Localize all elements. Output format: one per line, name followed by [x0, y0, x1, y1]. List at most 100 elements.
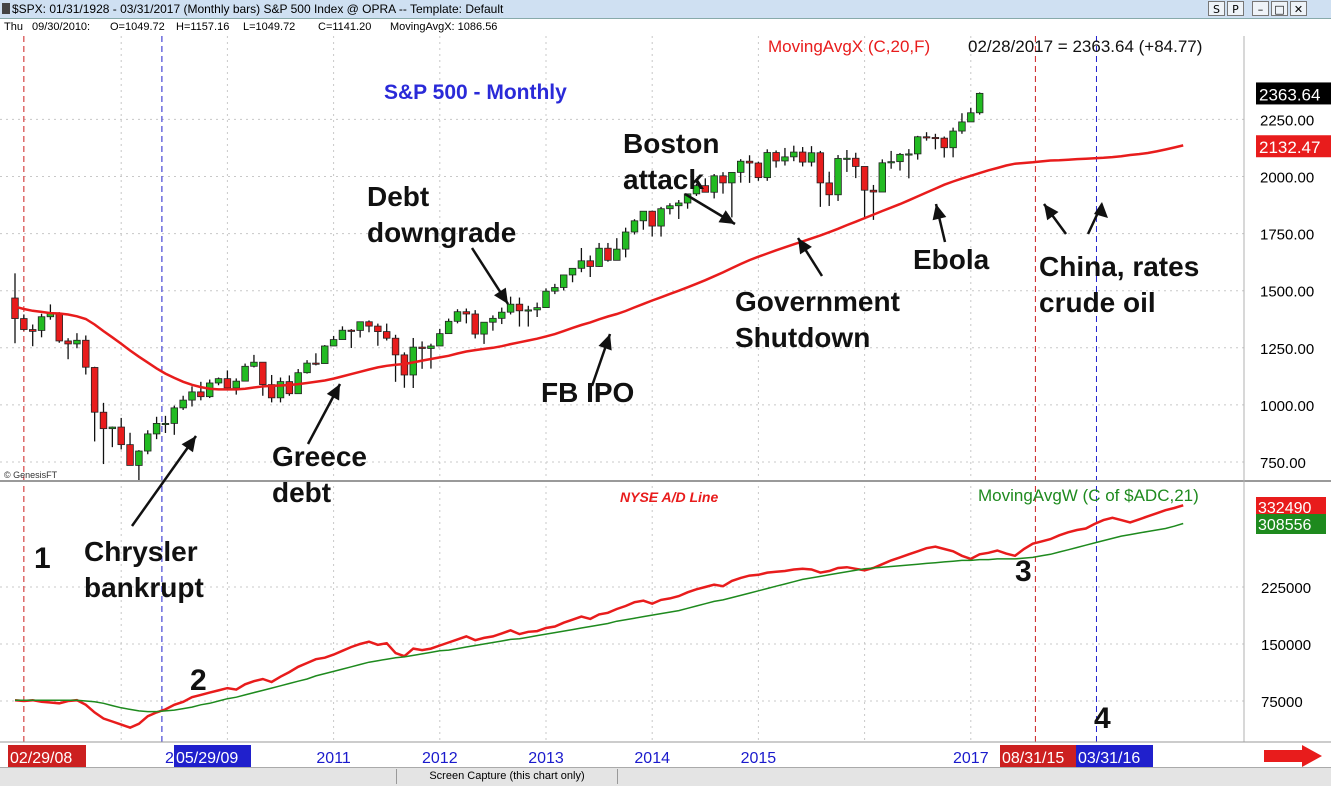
chart-title: S&P 500 - Monthly — [384, 81, 567, 104]
ad-tick-label: 150000 — [1261, 637, 1311, 654]
app-icon — [2, 3, 10, 14]
candle-body — [878, 162, 886, 193]
candle-body — [374, 325, 382, 332]
candle — [825, 171, 833, 206]
annotation-text: attack — [623, 164, 704, 195]
annotation: Greece debt — [272, 383, 367, 508]
candle-body — [940, 137, 948, 149]
annotation: Chrysler bankrupt — [84, 435, 204, 603]
candle — [329, 335, 338, 347]
readout-open: O=1049.72 — [110, 21, 165, 33]
candle-body — [214, 378, 223, 384]
candle — [498, 307, 506, 325]
candle — [551, 283, 559, 295]
candle — [737, 159, 745, 183]
candle — [179, 395, 187, 410]
candle — [250, 354, 258, 368]
candle-body — [427, 345, 435, 349]
candle — [462, 308, 471, 324]
candle — [657, 206, 665, 237]
candle — [781, 147, 789, 166]
minimize-button[interactable]: – — [1252, 1, 1269, 16]
annotation-text: FB IPO — [541, 377, 634, 408]
readout-day: Thu — [4, 21, 23, 33]
candle — [524, 305, 532, 327]
candle — [719, 172, 727, 194]
readout-high: H=1157.16 — [176, 21, 230, 33]
candle — [197, 381, 205, 401]
candle — [754, 161, 763, 181]
candle — [790, 145, 798, 162]
candle — [152, 416, 161, 440]
candle — [64, 338, 72, 360]
screen-capture-label[interactable]: Screen Capture (this chart only) — [396, 769, 618, 784]
candle-body — [303, 362, 311, 374]
candle-body — [321, 345, 329, 364]
price-tick-label: 2000.00 — [1260, 170, 1314, 187]
candle — [816, 150, 825, 207]
candle — [28, 324, 37, 347]
candle — [276, 377, 285, 403]
close-button[interactable]: ✕ — [1290, 1, 1307, 16]
candle-body — [807, 152, 816, 163]
candle — [188, 386, 196, 407]
ma-readout: 02/28/2017 = 2363.64 (+84.77) — [968, 37, 1202, 56]
candle-body — [958, 121, 966, 132]
candle — [161, 415, 170, 433]
ad-ma-legend: MovingAvgW (C of $ADC,21) — [978, 486, 1199, 505]
date-box-label: 03/31/16 — [1078, 750, 1140, 767]
candle-body — [471, 313, 479, 335]
candle — [949, 127, 957, 158]
candle-body — [259, 361, 267, 385]
year-label: 2012 — [422, 750, 458, 767]
candle — [852, 152, 860, 179]
candle — [834, 155, 842, 201]
candle-body — [834, 158, 842, 196]
date-box-label: 02/29/08 — [10, 750, 72, 767]
candle — [967, 107, 975, 123]
candle — [241, 363, 249, 382]
candle — [807, 146, 816, 167]
candle — [312, 353, 320, 366]
annotation: China, rates crude oil — [1039, 203, 1199, 318]
candle-body — [329, 339, 338, 347]
candle — [763, 149, 771, 181]
date-box-label: 08/31/15 — [1002, 750, 1064, 767]
maximize-button[interactable]: □ — [1271, 1, 1288, 16]
candle — [878, 159, 886, 193]
candle-body — [285, 381, 294, 395]
candle — [37, 313, 46, 338]
candle-body — [860, 166, 869, 191]
candle-body — [745, 160, 754, 164]
candle-body — [754, 162, 763, 179]
chart-canvas: 750.00 1000.00 1250.00 1500.00 1750.00 2000.0… — [0, 36, 1331, 767]
annotation-arrowhead — [932, 204, 947, 221]
annotation-text: Government — [735, 286, 900, 317]
candle-body — [843, 157, 851, 160]
candle-body — [701, 185, 709, 193]
annotation-text: China, rates — [1039, 251, 1199, 282]
candle — [577, 247, 586, 273]
candle — [418, 341, 426, 369]
candle-body — [347, 329, 355, 332]
p-button[interactable]: P — [1227, 1, 1244, 16]
price-badge-label: 2363.64 — [1259, 85, 1320, 104]
candle-body — [391, 337, 400, 356]
price-tick-label: 1000.00 — [1260, 398, 1314, 415]
candle — [745, 155, 754, 183]
candle — [267, 374, 276, 403]
price-tick-label: 2250.00 — [1260, 112, 1314, 129]
readout-low: L=1049.72 — [243, 21, 296, 33]
candle — [648, 210, 656, 237]
candle-body — [82, 339, 90, 368]
candle-body — [73, 339, 81, 345]
candle — [542, 288, 550, 309]
ad-tick-label: 225000 — [1261, 580, 1311, 597]
s-button[interactable]: S — [1208, 1, 1225, 16]
annotation-arrowhead — [718, 210, 735, 224]
candle-body — [967, 112, 975, 123]
annotation-arrow — [130, 435, 198, 527]
candle-body — [763, 152, 771, 179]
candle — [108, 426, 117, 448]
